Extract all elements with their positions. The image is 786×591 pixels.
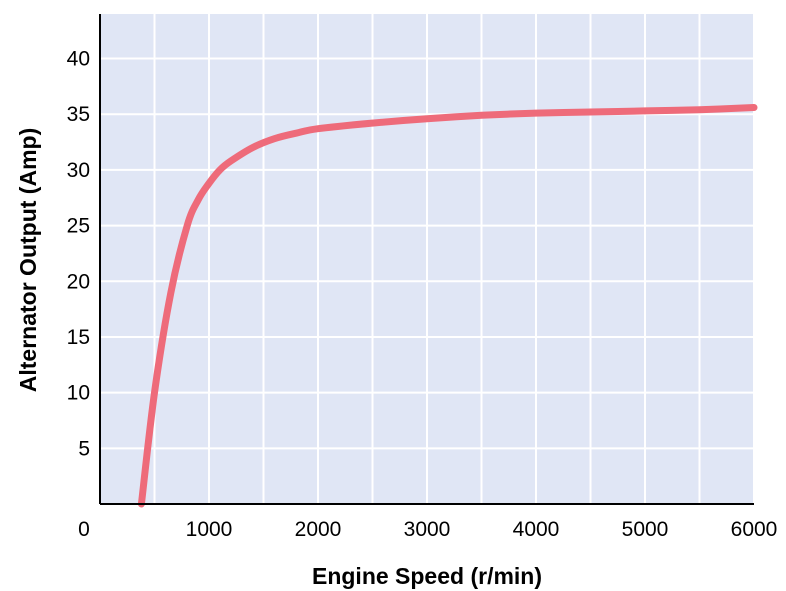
x-tick-label: 2000 [295, 518, 342, 541]
x-tick-label: 0 [78, 518, 90, 541]
y-tick-label: 20 [67, 270, 90, 293]
y-tick-labels: 5 10 15 20 25 30 35 40 [67, 48, 90, 461]
y-tick-label: 5 [78, 437, 90, 460]
x-axis-title: Engine Speed (r/min) [312, 563, 542, 589]
y-tick-label: 40 [67, 48, 90, 71]
x-tick-labels: 0 1000 2000 3000 4000 5000 6000 [78, 518, 777, 541]
y-tick-label: 30 [67, 159, 90, 182]
x-tick-label: 3000 [404, 518, 451, 541]
y-tick-label: 15 [67, 326, 90, 349]
x-tick-label: 6000 [731, 518, 778, 541]
output-curve-line [137, 104, 758, 508]
x-tick-label: 4000 [513, 518, 560, 541]
x-tick-label: 5000 [622, 518, 669, 541]
y-tick-label: 10 [67, 382, 90, 405]
y-tick-label: 25 [67, 215, 90, 238]
y-tick-label: 35 [67, 103, 90, 126]
y-axis-title: Alternator Output (Amp) [15, 128, 41, 392]
x-gridlines [153, 14, 755, 504]
x-tick-label: 1000 [186, 518, 233, 541]
